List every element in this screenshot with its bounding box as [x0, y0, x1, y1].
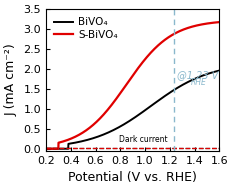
X-axis label: Potential (V vs. RHE): Potential (V vs. RHE)	[68, 171, 197, 184]
Text: RHE: RHE	[191, 78, 207, 87]
S-BiVO₄	[164, 39, 166, 41]
Legend: BiVO₄, S-BiVO₄: BiVO₄, S-BiVO₄	[51, 14, 121, 43]
S-BiVO₄	[121, 89, 124, 91]
Line: S-BiVO₄: S-BiVO₄	[46, 22, 219, 149]
BiVO₄	[45, 148, 48, 150]
S-BiVO₄	[45, 148, 48, 150]
S-BiVO₄	[62, 140, 65, 142]
BiVO₄	[183, 83, 186, 85]
S-BiVO₄	[115, 98, 117, 100]
S-BiVO₄	[180, 29, 183, 32]
BiVO₄	[62, 148, 65, 150]
BiVO₄	[218, 69, 221, 72]
Line: BiVO₄: BiVO₄	[46, 70, 219, 149]
BiVO₄	[180, 84, 183, 87]
Text: @1.23 V: @1.23 V	[177, 70, 218, 80]
BiVO₄	[115, 128, 117, 130]
BiVO₄	[164, 95, 166, 97]
S-BiVO₄	[218, 21, 221, 23]
Y-axis label: J (mA cm⁻²): J (mA cm⁻²)	[5, 43, 18, 116]
Text: Dark current: Dark current	[119, 135, 168, 144]
BiVO₄	[121, 124, 124, 126]
S-BiVO₄	[183, 28, 186, 30]
